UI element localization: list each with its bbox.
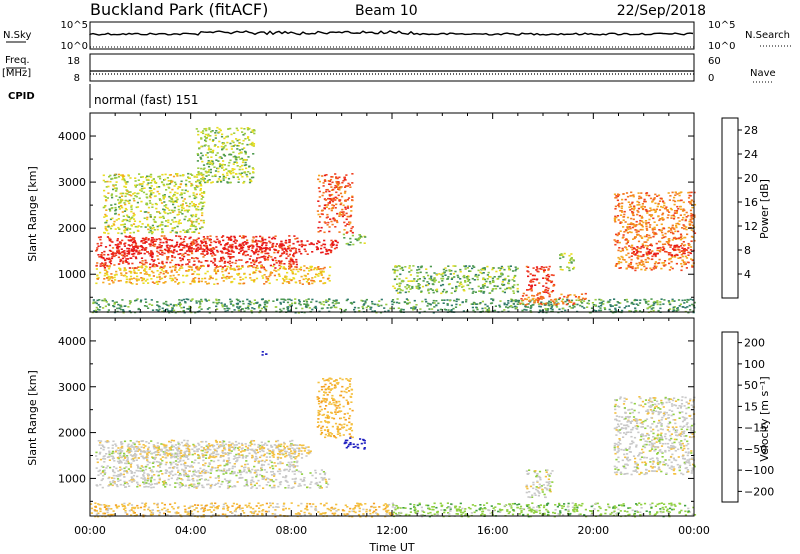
x-tick-label: 12:00: [376, 524, 408, 537]
freq-tick-top: 18: [67, 56, 80, 67]
power-panel-echo-region: [91, 298, 696, 314]
power-panel-echo-region: [115, 239, 339, 255]
power-colorbar: 4 8 12 16 20 24 28: [721, 117, 758, 299]
power-panel-data: [91, 126, 697, 314]
power-panel-colorbar-tick-label: 12: [744, 220, 758, 233]
velocity-panel-colorbar-tick-label: −15: [744, 422, 767, 435]
velocity-panel-colorbar-tick-label: 15: [744, 400, 758, 413]
velocity-panel: 1000 2000 3000 4000 00:00 04:00 08:00 12:00 16:0…: [58, 317, 710, 537]
power-panel-echo-region: [392, 265, 520, 295]
nsearch-tick-top: 10^5: [708, 20, 735, 31]
velocity-panel-y-tick-label: 3000: [58, 381, 86, 394]
power-panel-colorbar-tick-label: 16: [744, 196, 758, 209]
freq-tick-bottom: 8: [74, 73, 80, 84]
velocity-panel-colorbar-tick-label: 50: [744, 379, 758, 392]
power-panel-echo-region: [519, 292, 587, 306]
cpid-label: CPID: [8, 91, 35, 102]
power-panel-echo-region: [102, 172, 206, 235]
power-panel-echo-region: [195, 126, 256, 184]
x-axis-label: Time UT: [368, 541, 414, 554]
nsky-tick-bottom: 10^0: [61, 41, 88, 52]
nsky-panel: [89, 21, 695, 50]
velocity-panel-y-tick-label: 1000: [58, 472, 86, 485]
velocity-colorbar-label: Velocity [m s⁻¹]: [758, 376, 771, 461]
power-panel-y-tick-label: 4000: [58, 130, 86, 143]
velocity-panel-echo-region: [343, 437, 366, 450]
beam-label: Beam 10: [355, 3, 418, 19]
freq-unit: [MHz]: [2, 68, 31, 79]
power-panel-colorbar-tick-label: 20: [744, 172, 758, 185]
power-panel-echo-region: [525, 265, 556, 294]
velocity-panel-echo-region: [392, 502, 697, 518]
power-panel-colorbar-tick-label: 24: [744, 148, 758, 161]
velocity-panel-colorbar-tick-label: 100: [744, 358, 765, 371]
velocity-panel-echo-region: [261, 351, 268, 356]
velocity-panel-echo-region: [116, 444, 312, 460]
date-label: 22/Sep/2018: [617, 3, 706, 19]
power-panel-echo-region: [95, 265, 332, 285]
x-tick-label: 00:00: [678, 524, 710, 537]
nsky-series: [89, 30, 694, 36]
station-title: Buckland Park (fitACF): [90, 0, 268, 19]
velocity-panel-echo-region: [90, 502, 394, 518]
power-panel-echo-region: [613, 191, 697, 272]
power-panel-colorbar-tick-label: 28: [744, 124, 758, 137]
power-panel-echo-region: [342, 233, 367, 246]
power-panel-y-tick-label: 1000: [58, 268, 86, 281]
velocity-panel-y-tick-label: 4000: [58, 335, 86, 348]
power-panel-colorbar-tick-label: 8: [744, 244, 751, 257]
x-tick-label: 08:00: [275, 524, 307, 537]
velocity-panel-colorbar-tick-label: −200: [744, 485, 774, 498]
nsky-label: N.Sky: [3, 30, 31, 41]
nsky-tick-top: 10^5: [61, 20, 88, 31]
velocity-panel-data: [90, 351, 697, 518]
power-colorbar-label: Power [dB]: [758, 179, 771, 239]
power-panel-y-tick-label: 3000: [58, 176, 86, 189]
nsearch-tick-bottom: 10^0: [708, 41, 735, 52]
velocity-panel-echo-region: [95, 439, 299, 474]
velocity-colorbar: 200 100 50 15 −15 −50 −100 −200: [721, 331, 774, 503]
power-ylabel: Slant Range [km]: [26, 166, 39, 262]
power-panel-colorbar-tick-label: 4: [744, 268, 751, 281]
velocity-panel-echo-region: [525, 469, 554, 499]
nave-tick-top: 60: [708, 56, 721, 67]
velocity-panel-echo-region: [613, 396, 696, 476]
velocity-ylabel: Slant Range [km]: [26, 370, 39, 466]
velocity-panel-colorbar-tick-label: −100: [744, 464, 774, 477]
freq-label: Freq.: [5, 55, 30, 66]
x-tick-label: 20:00: [577, 524, 609, 537]
nave-tick-bottom: 0: [708, 73, 714, 84]
freq-panel: [89, 53, 695, 82]
velocity-panel-echo-region: [95, 469, 331, 490]
cpid-text: normal (fast) 151: [94, 93, 198, 107]
velocity-panel-y-tick-label: 2000: [58, 427, 86, 440]
power-panel-echo-region: [559, 252, 576, 272]
x-tick-label: 16:00: [477, 524, 509, 537]
power-panel-y-tick-label: 2000: [58, 222, 86, 235]
velocity-panel-colorbar-tick-label: −50: [744, 443, 767, 456]
nsearch-label: N.Search: [745, 30, 790, 41]
power-panel: 1000 2000 3000 4000: [58, 112, 697, 314]
velocity-panel-echo-region: [316, 377, 354, 439]
power-panel-echo-region: [631, 244, 695, 258]
power-panel-echo-region: [316, 173, 354, 234]
x-tick-label: 00:00: [74, 524, 106, 537]
velocity-panel-colorbar-tick-label: 200: [744, 337, 765, 350]
x-tick-label: 04:00: [175, 524, 207, 537]
nave-label: Nave: [750, 68, 776, 79]
